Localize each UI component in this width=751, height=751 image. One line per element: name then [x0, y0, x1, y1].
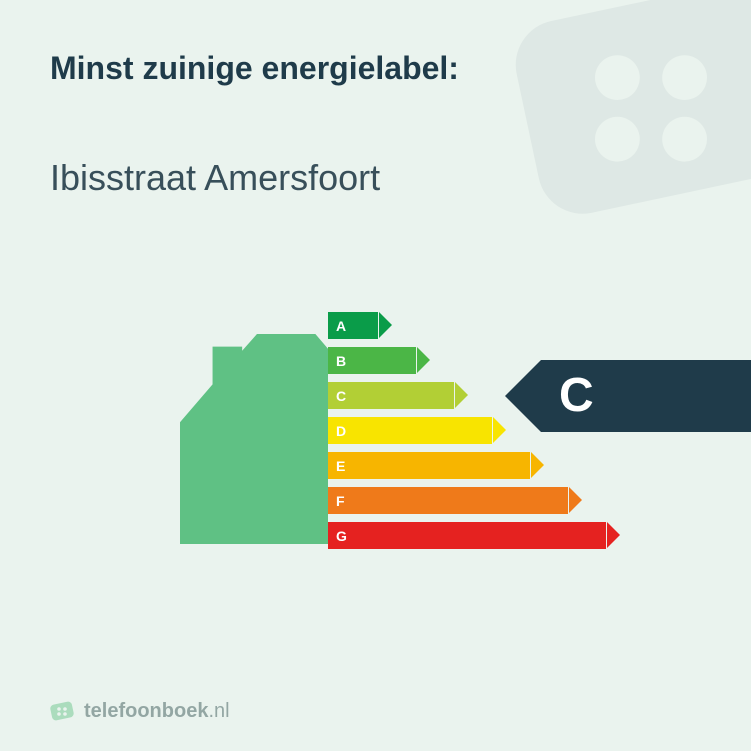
house-icon	[180, 334, 328, 549]
selected-label-text: C	[559, 368, 594, 423]
bar-label: C	[336, 388, 346, 404]
brand-text: telefoonboek.nl	[84, 700, 230, 723]
footer-brand: telefoonboek.nl	[50, 699, 230, 723]
brand-name-light: .nl	[208, 700, 229, 722]
energy-bar-f: F	[328, 487, 606, 514]
card-subtitle: Ibisstraat Amersfoort	[50, 157, 701, 199]
energy-bar-g: G	[328, 522, 606, 549]
brand-name-bold: telefoonboek	[84, 700, 208, 722]
brand-icon	[50, 699, 74, 723]
bar-label: E	[336, 458, 345, 474]
energy-chart: A B C D E F G C	[50, 319, 701, 549]
badge-arrow-icon	[505, 360, 541, 432]
bar-label: A	[336, 318, 346, 334]
bar-label: B	[336, 353, 346, 369]
bar-label: D	[336, 423, 346, 439]
energy-bar-a: A	[328, 312, 606, 339]
card-title: Minst zuinige energielabel:	[50, 50, 701, 87]
watermark-icon	[511, 0, 751, 240]
selected-label-badge: C	[541, 360, 751, 432]
energy-bar-e: E	[328, 452, 606, 479]
energy-label-card: Minst zuinige energielabel: Ibisstraat A…	[0, 0, 751, 751]
bar-label: F	[336, 493, 345, 509]
bar-label: G	[336, 528, 347, 544]
